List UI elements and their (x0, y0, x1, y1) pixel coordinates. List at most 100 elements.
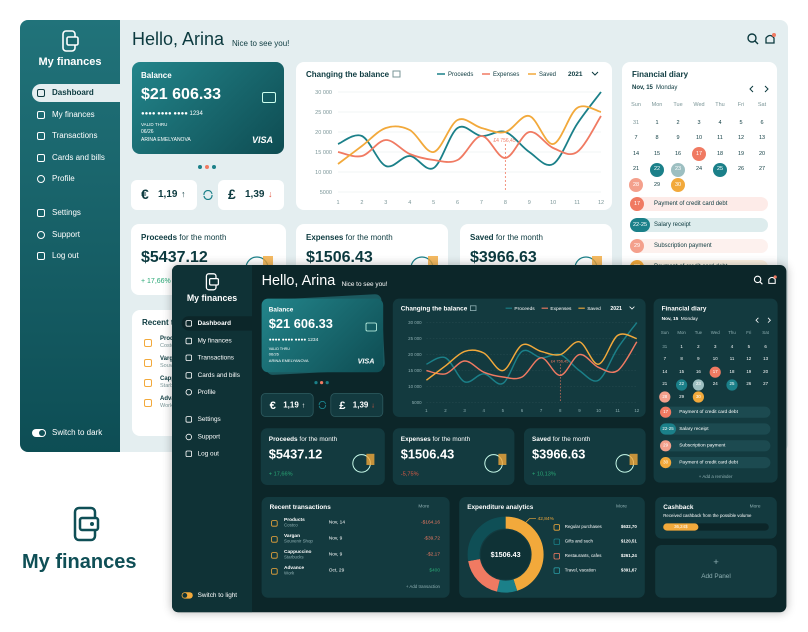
calendar-day[interactable]: 15 (650, 147, 664, 161)
calendar-day[interactable]: 17 (692, 147, 706, 161)
nav-item[interactable]: Settings (32, 204, 120, 222)
nav-item[interactable]: Settings (182, 412, 252, 426)
calendar-day[interactable]: 1 (650, 116, 664, 130)
calendar-day[interactable]: 7 (629, 132, 643, 146)
calendar-day[interactable]: 3 (692, 116, 706, 130)
calendar-day[interactable]: 7 (659, 354, 670, 365)
calendar-day[interactable]: 24 (692, 163, 706, 177)
calendar-day[interactable]: 3 (710, 342, 721, 353)
add-reminder[interactable]: + Add a reminder (698, 474, 733, 480)
calendar-day[interactable]: 25 (726, 379, 738, 391)
calendar-day[interactable]: 30 (692, 391, 704, 403)
nav-item[interactable]: Profile (182, 385, 252, 399)
calendar-day[interactable]: 6 (755, 116, 769, 130)
calendar-day[interactable]: 17 (709, 366, 721, 378)
more-link[interactable]: More (616, 504, 627, 509)
diary-event[interactable]: 22-25 Salary receipt (630, 218, 768, 232)
diary-event[interactable]: 17 Payment of credit card debt (660, 406, 771, 418)
calendar-day[interactable]: 28 (659, 391, 671, 403)
calendar-day[interactable]: 23 (671, 162, 685, 177)
calendar-day[interactable]: 18 (713, 147, 727, 161)
calendar-day[interactable]: 26 (743, 379, 754, 390)
calendar-day[interactable]: 14 (629, 147, 643, 161)
calendar-day[interactable]: 21 (659, 379, 670, 390)
calendar-day[interactable]: 30 (671, 178, 685, 192)
calendar-day[interactable]: 19 (734, 147, 748, 161)
diary-event[interactable]: 29 Subscription payment (660, 440, 771, 452)
calendar-day[interactable]: 2 (671, 116, 685, 130)
calendar-day[interactable]: 29 (676, 391, 687, 402)
more-link[interactable]: More (749, 504, 761, 509)
calendar-day[interactable]: 5 (743, 342, 754, 353)
calendar-day[interactable]: 12 (734, 132, 748, 146)
rate-box[interactable]: €1,19 ↑ (131, 180, 197, 210)
nav-item[interactable]: Support (32, 226, 120, 244)
calendar-day[interactable]: 11 (713, 132, 727, 146)
stat-card: Expenses for the month $1506.43 -5,75% (392, 428, 515, 485)
nav-item[interactable]: Profile (32, 170, 120, 188)
calendar-day[interactable]: 4 (726, 342, 737, 353)
calendar-day[interactable]: 16 (671, 147, 685, 161)
calendar-day[interactable]: 27 (760, 379, 771, 390)
nav-item[interactable]: Cards and bills (182, 368, 252, 382)
calendar-day[interactable]: 1 (676, 342, 687, 353)
nav-item[interactable]: Dashboard (181, 316, 252, 331)
calendar-day[interactable]: 2 (693, 342, 704, 353)
calendar-day[interactable]: 16 (693, 367, 704, 378)
theme-switch[interactable]: Switch to light (181, 590, 251, 601)
calendar-day[interactable]: 5 (734, 116, 748, 130)
rate-box[interactable]: €1,19 ↑ (260, 393, 314, 417)
diary-event[interactable]: 17 Payment of credit card debt (630, 197, 768, 211)
diary-event[interactable]: 22-25 Salary receipt (660, 423, 771, 435)
calendar-day[interactable]: 10 (710, 354, 721, 365)
calendar-day[interactable]: 23 (692, 379, 704, 391)
diary-event[interactable]: 29 Subscription payment (630, 239, 768, 253)
sidebar: My finances Dashboard My finances Transacti… (20, 20, 120, 452)
calendar-day[interactable]: 13 (760, 354, 771, 365)
calendar-day[interactable]: 25 (713, 162, 727, 177)
calendar-day[interactable]: 27 (755, 163, 769, 177)
calendar-day[interactable]: 11 (726, 354, 737, 365)
calendar-day[interactable]: 31 (629, 116, 643, 130)
nav-item[interactable]: Transactions (182, 351, 252, 365)
calendar-day[interactable]: 28 (629, 178, 643, 192)
calendar-day[interactable]: 20 (755, 147, 769, 161)
add-transaction[interactable]: + Add transaction (405, 585, 440, 590)
calendar-day[interactable]: 12 (743, 354, 754, 365)
diary-event[interactable]: 30 Payment of credit card debt (660, 457, 771, 469)
calendar-day[interactable]: 26 (734, 163, 748, 177)
more-link[interactable]: More (418, 504, 430, 509)
calendar-day[interactable]: 29 (650, 178, 664, 192)
nav-item[interactable]: Support (182, 430, 252, 444)
calendar-day[interactable]: 6 (760, 342, 771, 353)
nav-item[interactable]: Transactions (32, 127, 120, 145)
nav-item[interactable]: Dashboard (32, 84, 120, 102)
nav-item[interactable]: Cards and bills (32, 149, 120, 167)
calendar-day[interactable]: 13 (755, 132, 769, 146)
calendar-day[interactable]: 19 (743, 367, 754, 378)
calendar-day[interactable]: 14 (659, 367, 670, 378)
nav-item[interactable]: My finances (182, 334, 252, 348)
nav-item[interactable]: Log out (32, 247, 120, 265)
calendar-day[interactable]: 15 (676, 367, 687, 378)
calendar-day[interactable]: 31 (659, 342, 670, 353)
calendar-day[interactable]: 8 (650, 132, 664, 146)
theme-switch[interactable]: Switch to dark (32, 426, 118, 440)
add-panel[interactable]: + Add Panel (655, 545, 777, 598)
calendar-day[interactable]: 10 (692, 132, 706, 146)
calendar-day[interactable]: 4 (713, 116, 727, 130)
next-month (764, 85, 769, 93)
calendar-day[interactable]: 21 (629, 163, 643, 177)
calendar-day[interactable]: 24 (710, 379, 721, 390)
nav-item[interactable]: My finances (32, 106, 120, 124)
calendar-day[interactable]: 9 (671, 132, 685, 146)
calendar-day[interactable]: 9 (693, 354, 704, 365)
calendar-day[interactable]: 22 (676, 379, 688, 391)
rate-box[interactable]: £1,39 ↓ (330, 393, 384, 417)
nav-item[interactable]: Log out (182, 447, 252, 461)
calendar-day[interactable]: 22 (650, 162, 664, 177)
calendar-day[interactable]: 20 (760, 367, 771, 378)
rate-box[interactable]: £1,39 ↓ (218, 180, 284, 210)
calendar-day[interactable]: 18 (726, 367, 737, 378)
calendar-day[interactable]: 8 (676, 354, 687, 365)
